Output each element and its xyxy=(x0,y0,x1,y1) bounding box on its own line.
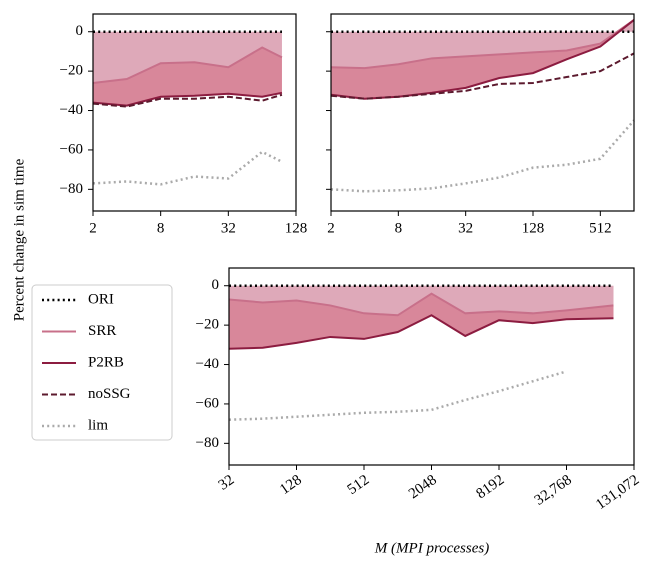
series-line xyxy=(228,292,614,317)
x-tick-label: 2 xyxy=(89,220,97,236)
x-tick-label: 128 xyxy=(277,472,305,498)
x-tick-label: 32 xyxy=(458,220,473,236)
y-tick-label: −20 xyxy=(196,317,219,333)
y-axis-label: Percent change in sim time xyxy=(11,158,27,321)
x-tick-label: 8192 xyxy=(474,472,508,502)
series-line xyxy=(330,52,635,100)
x-tick-label: 512 xyxy=(589,220,612,236)
y-tick-label: −80 xyxy=(60,181,83,197)
series-line xyxy=(330,19,635,70)
x-tick-label: 2048 xyxy=(406,472,440,502)
x-tick-label: 128 xyxy=(285,220,308,236)
series-line xyxy=(228,314,614,350)
legend-label: ORI xyxy=(88,291,114,307)
x-tick-label: 32 xyxy=(221,220,236,236)
x-axis-label: M (MPI processes) xyxy=(374,540,489,556)
legend: ORI SRR P2RB noSSG lim xyxy=(31,284,173,441)
x-tick-label: 2 xyxy=(327,220,335,236)
series-line xyxy=(92,93,283,108)
series-line xyxy=(92,150,283,186)
panel: 2 8 32 128 512 xyxy=(326,13,635,236)
panel: 0 −20 −40 −60 −80 2 8 32 128 xyxy=(60,13,308,236)
x-tick-label: 131,072 xyxy=(593,472,642,513)
x-tick-label: 8 xyxy=(157,220,165,236)
legend-label: P2RB xyxy=(88,354,124,370)
y-tick-label: −60 xyxy=(196,395,219,411)
x-tick-label: 128 xyxy=(522,220,545,236)
area-fill xyxy=(229,293,614,349)
area-fill xyxy=(331,19,634,99)
legend-label: noSSG xyxy=(88,386,131,402)
legend-box xyxy=(31,284,173,441)
x-tick-label: 8 xyxy=(395,220,403,236)
x-tick-label: 32 xyxy=(216,472,237,494)
x-tick-label: 512 xyxy=(345,472,373,498)
y-tick-label: −40 xyxy=(196,356,219,372)
series-line xyxy=(228,370,567,421)
area-fill xyxy=(93,31,282,83)
y-tick-label: 0 xyxy=(76,23,84,39)
series-line xyxy=(330,119,635,193)
area-fill xyxy=(93,47,282,106)
y-tick-label: −20 xyxy=(60,63,83,79)
panel: 0 −20 −40 −60 −80 32 128 512 2048 8192 32,768 131,0… xyxy=(196,267,642,513)
area-fill xyxy=(331,19,634,69)
axes-frame xyxy=(330,13,635,212)
area-fill xyxy=(229,285,614,316)
x-tick-label: 32,768 xyxy=(532,472,575,509)
series-line xyxy=(92,46,283,84)
y-tick-label: −80 xyxy=(196,435,219,451)
legend-label: SRR xyxy=(88,323,116,339)
y-tick-label: −40 xyxy=(60,102,83,118)
axes-frame xyxy=(92,13,297,212)
legend-label: lim xyxy=(88,417,108,433)
y-tick-label: 0 xyxy=(212,277,220,293)
series-line xyxy=(92,91,283,107)
y-tick-label: −60 xyxy=(60,141,83,157)
axes-frame xyxy=(228,267,635,466)
